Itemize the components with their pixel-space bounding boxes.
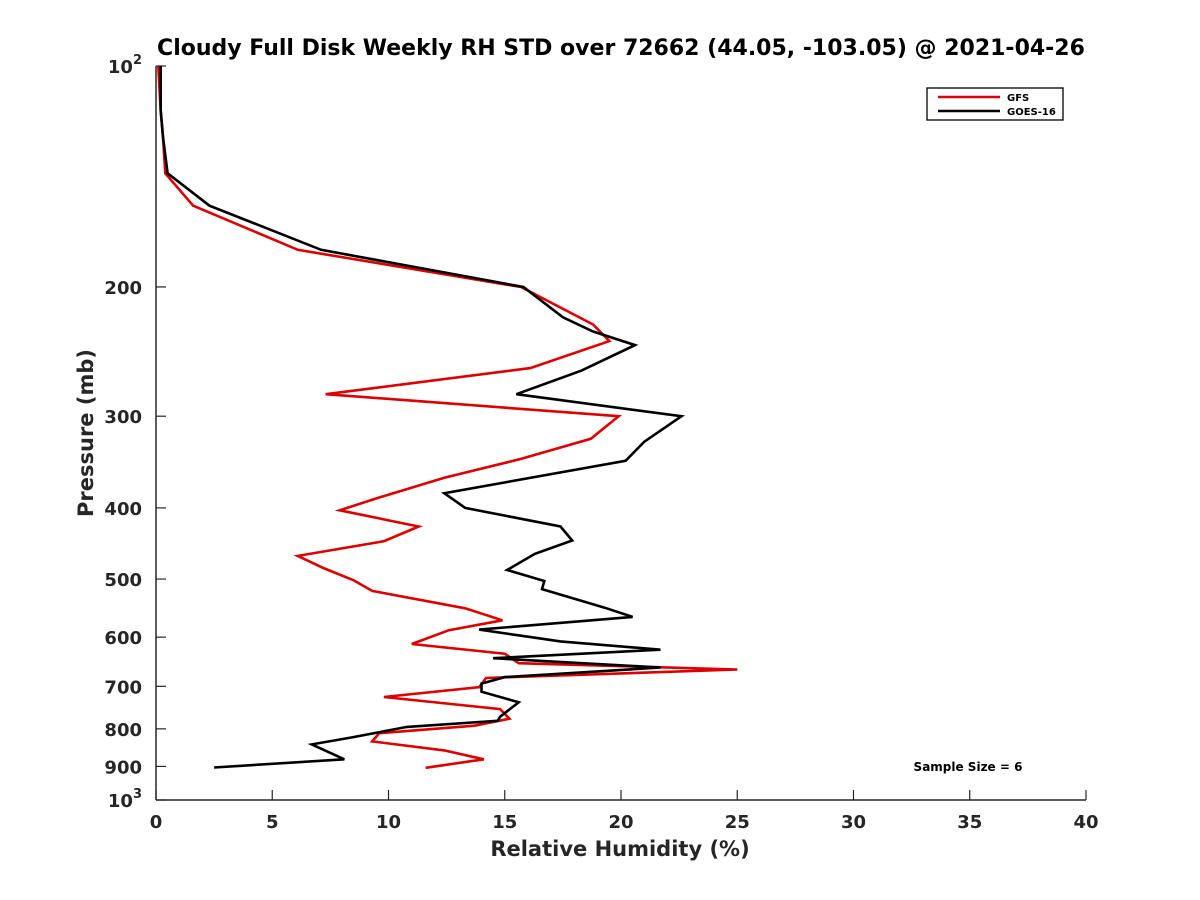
legend-box: [926, 87, 1064, 121]
sample-size-annotation: Sample Size = 6: [914, 760, 1023, 774]
x-tick-label: 5: [266, 812, 279, 833]
x-tick-label: 0: [150, 812, 163, 833]
x-tick-label: 10: [376, 812, 401, 833]
y-tick-label: 700: [104, 677, 142, 698]
x-tick-label: 30: [841, 812, 866, 833]
y-tick-label: 900: [104, 757, 142, 778]
x-axis-label: Relative Humidity (%): [490, 837, 749, 861]
y-tick-label: 300: [104, 407, 142, 428]
x-axis: 0 5 10 15 20 25 30 35 40: [150, 790, 1099, 833]
series-line-goes-16: [159, 66, 686, 769]
y-tick-label: 400: [104, 499, 142, 520]
y-tick-label: 800: [104, 720, 142, 741]
legend-label: GOES-16: [1007, 107, 1056, 118]
legend: GFS GOES-16: [926, 87, 1064, 121]
y-axis: 102 200 300 400 500 600 700 800 900 103: [104, 53, 166, 812]
y-tick-label: 200: [104, 278, 142, 299]
x-tick-label: 25: [725, 812, 750, 833]
x-tick-label: 35: [957, 812, 982, 833]
y-tick-label: 500: [104, 570, 142, 591]
legend-label: GFS: [1007, 93, 1029, 104]
y-tick-label: 102: [108, 53, 142, 78]
y-axis-label: Pressure (mb): [74, 349, 98, 517]
chart-title: Cloudy Full Disk Weekly RH STD over 7266…: [157, 36, 1085, 61]
y-tick-label: 103: [108, 787, 142, 812]
x-tick-label: 40: [1073, 812, 1098, 833]
y-tick-label: 600: [104, 628, 142, 649]
plot-area: [157, 65, 738, 770]
x-tick-label: 20: [608, 812, 633, 833]
series-line-gfs: [157, 65, 738, 770]
x-tick-label: 15: [492, 812, 517, 833]
